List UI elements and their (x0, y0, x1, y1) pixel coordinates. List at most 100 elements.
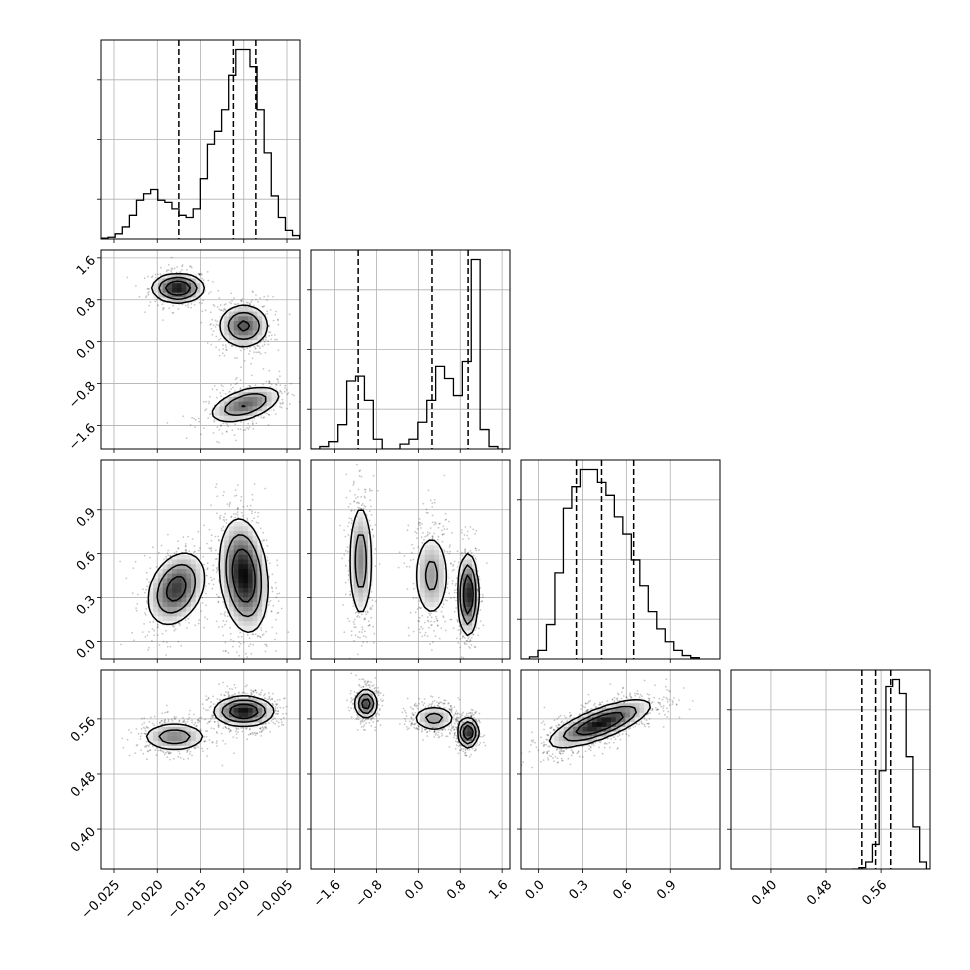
sample-point (278, 592, 281, 595)
sample-point (190, 266, 193, 269)
density-cell (262, 578, 268, 584)
sample-point (279, 390, 281, 392)
sample-point (167, 711, 169, 713)
sample-point (155, 754, 158, 757)
density-cell (262, 573, 268, 579)
density-cell (238, 592, 244, 598)
sample-point (147, 649, 150, 651)
sample-point (157, 551, 160, 554)
sample-point (207, 279, 210, 282)
density-cell (191, 287, 197, 294)
density-cell (228, 602, 235, 608)
density-cell (243, 526, 249, 532)
density-cell (252, 531, 258, 537)
density-cell (172, 602, 178, 608)
sample-point (274, 706, 277, 708)
sample-point (210, 549, 213, 552)
sample-point (269, 599, 272, 602)
sample-point (262, 531, 265, 534)
density-cell (233, 340, 239, 346)
density-cell (238, 621, 244, 627)
density-cell (257, 602, 263, 608)
density-cell (153, 602, 159, 608)
sample-point (227, 651, 230, 654)
density-cell (247, 578, 254, 584)
sample-point (286, 407, 288, 410)
sample-point (219, 392, 222, 394)
sample-point (221, 432, 224, 435)
sample-point (236, 511, 239, 514)
sample-point (270, 334, 273, 337)
sample-point (258, 693, 261, 696)
sample-point (217, 724, 220, 727)
density-cell (176, 564, 182, 570)
sample-point (215, 323, 218, 326)
panel-frame-1-0 (100, 249, 301, 450)
sample-point (180, 644, 183, 647)
density-cell (243, 325, 249, 331)
contour-level (145, 695, 275, 751)
density-cell (247, 325, 254, 331)
sample-point (268, 575, 270, 578)
density-cell (238, 406, 244, 412)
sample-point (194, 746, 197, 749)
sample-point (209, 720, 212, 722)
density-cell (238, 606, 244, 613)
sample-point (205, 730, 207, 732)
sample-point (270, 720, 273, 722)
sample-point (184, 722, 187, 725)
density-cell (257, 545, 263, 551)
density-cell (172, 587, 178, 594)
sample-point (166, 422, 169, 424)
sample-point (264, 487, 267, 490)
density-cell (243, 306, 249, 312)
sample-point (209, 311, 212, 314)
sample-point (218, 539, 220, 542)
sample-point (275, 703, 277, 705)
sample-point (254, 633, 257, 636)
density-cell (148, 736, 154, 742)
sample-point (171, 268, 174, 271)
density-cell (257, 325, 263, 331)
density-cell (247, 602, 254, 608)
sample-point (226, 615, 229, 618)
sample-point (212, 695, 215, 698)
sample-point (209, 547, 212, 550)
sample-point (282, 724, 285, 726)
sample-point (251, 731, 254, 734)
sample-point (187, 718, 190, 721)
density-cell (176, 611, 182, 617)
density-cell (238, 415, 244, 421)
density-cell (233, 554, 239, 560)
sample-point (233, 434, 236, 436)
density-cell (252, 625, 258, 631)
density-cell (228, 401, 235, 407)
sample-point (254, 689, 257, 692)
density-cell (233, 564, 239, 570)
sample-point (248, 353, 250, 355)
density-cell (153, 741, 159, 747)
sample-point (126, 276, 129, 279)
sample-point (215, 335, 218, 338)
density-cell (162, 587, 168, 594)
density-cell (243, 602, 249, 608)
sample-point (266, 310, 269, 312)
sample-point (243, 348, 246, 351)
sample-point (141, 723, 144, 726)
sample-point (222, 310, 225, 312)
sample-point (216, 495, 219, 498)
sample-point (233, 683, 236, 686)
sample-point (260, 735, 263, 737)
density-cell (167, 578, 173, 584)
sample-point (173, 267, 176, 270)
sample-point (282, 706, 285, 709)
sample-point (245, 727, 247, 729)
sample-point (217, 553, 220, 556)
sample-point (173, 623, 176, 626)
sample-point (215, 568, 218, 570)
sample-point (157, 749, 160, 752)
density-cell (224, 587, 230, 594)
sample-point (271, 587, 274, 590)
sample-point (281, 402, 284, 405)
density-cell (252, 392, 258, 398)
